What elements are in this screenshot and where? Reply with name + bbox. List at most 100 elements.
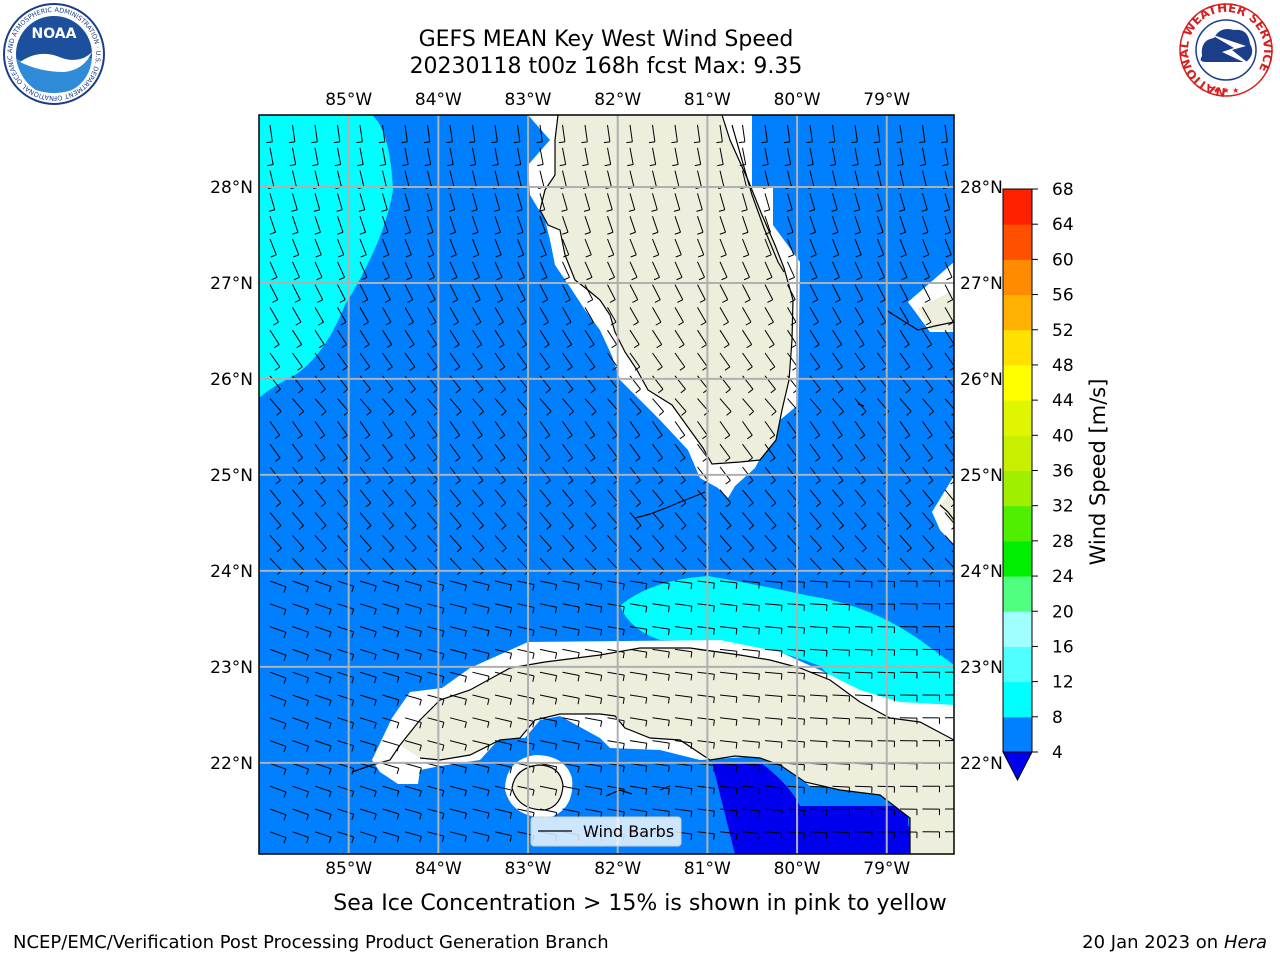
wind-barb-flag xyxy=(761,141,768,144)
wind-barb-flag xyxy=(747,434,753,440)
wind-barb xyxy=(292,170,297,188)
wind-barb xyxy=(269,489,282,504)
wind-barb xyxy=(337,512,349,526)
wind-barb-flag xyxy=(834,299,841,303)
wind-barb-flag xyxy=(577,698,580,705)
map-legend: Wind Barbs xyxy=(530,816,682,847)
wind-barb-flag xyxy=(788,254,794,258)
wind-barb-flag xyxy=(464,630,467,637)
wind-barb xyxy=(899,307,909,323)
wind-barb-flag xyxy=(306,723,310,730)
wind-barb xyxy=(584,512,597,526)
wind-barb xyxy=(404,740,422,746)
wind-barb-flag xyxy=(501,525,507,530)
wind-barb xyxy=(607,785,625,790)
wind-barb-flag xyxy=(814,366,821,371)
wind-barb-flag xyxy=(577,629,580,636)
wind-barb xyxy=(359,626,377,633)
wind-barb-flag xyxy=(667,788,670,795)
wind-barb-flag xyxy=(541,276,548,281)
wind-barb xyxy=(584,626,602,631)
wind-barb-flag xyxy=(600,675,603,682)
wind-barb xyxy=(292,147,297,165)
wind-barb-flag xyxy=(758,673,760,680)
wind-barb-flag xyxy=(681,525,687,530)
wind-barb-flag xyxy=(838,411,844,416)
wind-barb-flag xyxy=(713,628,715,635)
wind-barb-flag xyxy=(747,388,754,394)
wind-barb-flag xyxy=(833,254,839,258)
wind-barb-flag xyxy=(441,767,445,774)
wind-barb xyxy=(494,352,506,368)
lon-tick-labels-top: 85°W 84°W 83°W 82°W 81°W 80°W 79°W xyxy=(325,90,910,110)
wind-barb-flag xyxy=(464,767,467,774)
wind-barb-flag xyxy=(808,209,815,212)
wind-barb xyxy=(629,785,647,790)
wind-barb-flag xyxy=(690,765,693,772)
wind-barb-flag xyxy=(500,388,506,394)
wind-barb-flag xyxy=(419,608,422,615)
cuba-land xyxy=(400,648,954,854)
wind-barb-flag xyxy=(396,790,400,797)
wind-barb xyxy=(764,557,778,571)
wind-barb-flag xyxy=(272,299,278,303)
wind-barb xyxy=(719,671,737,675)
wind-barb xyxy=(629,124,633,142)
wind-barb-flag xyxy=(456,411,462,416)
wind-barb xyxy=(764,124,768,142)
wind-barb xyxy=(584,557,598,571)
wind-barb xyxy=(539,466,551,481)
wind-barb-flag xyxy=(544,457,551,462)
wind-barb-flag xyxy=(396,585,400,592)
lat-tick-label: 23°N xyxy=(960,658,1003,678)
wind-barb xyxy=(629,398,642,412)
wind-barb xyxy=(854,124,858,142)
lat-tick-label: 27°N xyxy=(210,274,253,294)
wind-barb xyxy=(269,740,287,747)
wind-barb-flag xyxy=(273,321,279,326)
wind-barb-flag xyxy=(923,254,929,258)
wind-barb xyxy=(539,535,552,549)
lat-tick-labels-left: 28°N27°N26°N25°N24°N23°N22°N xyxy=(210,178,253,774)
wind-barb xyxy=(269,785,287,793)
wind-barb xyxy=(607,124,611,142)
wind-barb-flag xyxy=(726,547,732,553)
wind-barb-flag xyxy=(771,547,777,553)
wind-barb-flag xyxy=(396,722,400,729)
wind-barb-flag xyxy=(690,834,693,841)
wind-barb-flag xyxy=(927,434,933,440)
wind-barb xyxy=(944,421,954,436)
wind-barb-flag xyxy=(366,547,372,553)
wind-barb-flag xyxy=(879,299,886,303)
wind-barb-flag xyxy=(611,344,617,349)
wind-barb xyxy=(449,466,461,481)
wind-barb xyxy=(697,808,715,812)
wind-barb xyxy=(854,193,861,210)
wind-barb-flag xyxy=(451,276,458,281)
lon-tick-label: 85°W xyxy=(325,859,372,879)
wind-barb-flag xyxy=(675,254,682,258)
wind-barb-flag xyxy=(622,675,625,682)
wind-barb xyxy=(877,307,887,323)
wind-barb xyxy=(292,626,309,633)
wind-barb-flag xyxy=(564,299,571,303)
nws-stars-icon: ★ ★ ★ xyxy=(1213,86,1240,95)
wind-barb-flag xyxy=(671,141,678,144)
wind-barb xyxy=(562,147,567,165)
wind-barb-flag xyxy=(493,209,500,212)
wind-barb xyxy=(719,443,731,459)
wind-barb-flag xyxy=(701,344,707,349)
wind-barb-flag xyxy=(288,141,295,144)
wind-barb-flag xyxy=(713,765,715,772)
wind-barb xyxy=(359,261,368,278)
wind-barb xyxy=(832,740,850,742)
wind-barb-flag xyxy=(342,434,348,440)
wind-barb-flag xyxy=(721,276,728,281)
wind-barb-flag xyxy=(318,321,324,326)
colorbar-segment xyxy=(1003,329,1032,366)
wind-barb-flag xyxy=(658,502,664,508)
sea-ice-note: Sea Ice Concentration > 15% is shown in … xyxy=(333,891,947,916)
wind-barb xyxy=(314,831,332,838)
wind-barb-flag xyxy=(509,607,513,614)
wind-barb-flag xyxy=(298,411,304,416)
